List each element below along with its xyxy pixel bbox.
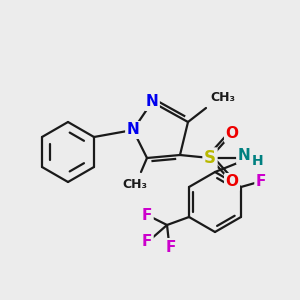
Text: F: F xyxy=(256,175,266,190)
Text: CH₃: CH₃ xyxy=(210,91,235,104)
Text: S: S xyxy=(204,149,216,167)
Text: N: N xyxy=(238,148,250,164)
Text: N: N xyxy=(127,122,140,137)
Text: F: F xyxy=(142,208,152,223)
Text: CH₃: CH₃ xyxy=(122,178,148,191)
Text: H: H xyxy=(252,154,264,168)
Text: O: O xyxy=(226,175,238,190)
Text: F: F xyxy=(166,239,176,254)
Text: N: N xyxy=(146,94,158,110)
Text: F: F xyxy=(142,233,152,248)
Text: O: O xyxy=(226,127,238,142)
